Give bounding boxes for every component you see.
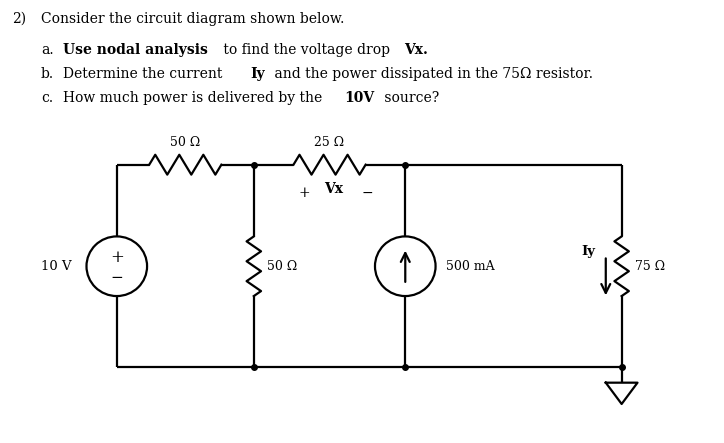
Text: Use nodal analysis: Use nodal analysis bbox=[63, 43, 208, 57]
Text: source?: source? bbox=[380, 91, 439, 105]
Text: 500 mA: 500 mA bbox=[446, 260, 494, 273]
Text: −: − bbox=[110, 271, 123, 284]
Text: Consider the circuit diagram shown below.: Consider the circuit diagram shown below… bbox=[41, 12, 345, 26]
Text: 25 Ω: 25 Ω bbox=[314, 136, 345, 149]
Text: b.: b. bbox=[41, 67, 54, 81]
Text: 10 V: 10 V bbox=[41, 260, 72, 273]
Text: to find the voltage drop: to find the voltage drop bbox=[219, 43, 395, 57]
Text: and the power dissipated in the 75Ω resistor.: and the power dissipated in the 75Ω resi… bbox=[269, 67, 593, 81]
Text: Vx: Vx bbox=[324, 183, 342, 196]
Text: How much power is delivered by the: How much power is delivered by the bbox=[63, 91, 327, 105]
Text: Iy: Iy bbox=[251, 67, 265, 81]
Text: c.: c. bbox=[41, 91, 53, 105]
Text: 50 Ω: 50 Ω bbox=[170, 136, 201, 149]
Text: Iy: Iy bbox=[581, 245, 595, 258]
Text: a.: a. bbox=[41, 43, 54, 57]
Text: +: + bbox=[110, 249, 124, 266]
Text: Determine the current: Determine the current bbox=[63, 67, 227, 81]
Text: Vx.: Vx. bbox=[404, 43, 428, 57]
Text: 75 Ω: 75 Ω bbox=[635, 260, 665, 273]
Text: 10V: 10V bbox=[344, 91, 374, 105]
Text: 2): 2) bbox=[12, 12, 26, 26]
Text: 50 Ω: 50 Ω bbox=[267, 260, 297, 273]
Text: +: + bbox=[298, 186, 310, 200]
Text: −: − bbox=[361, 186, 373, 200]
